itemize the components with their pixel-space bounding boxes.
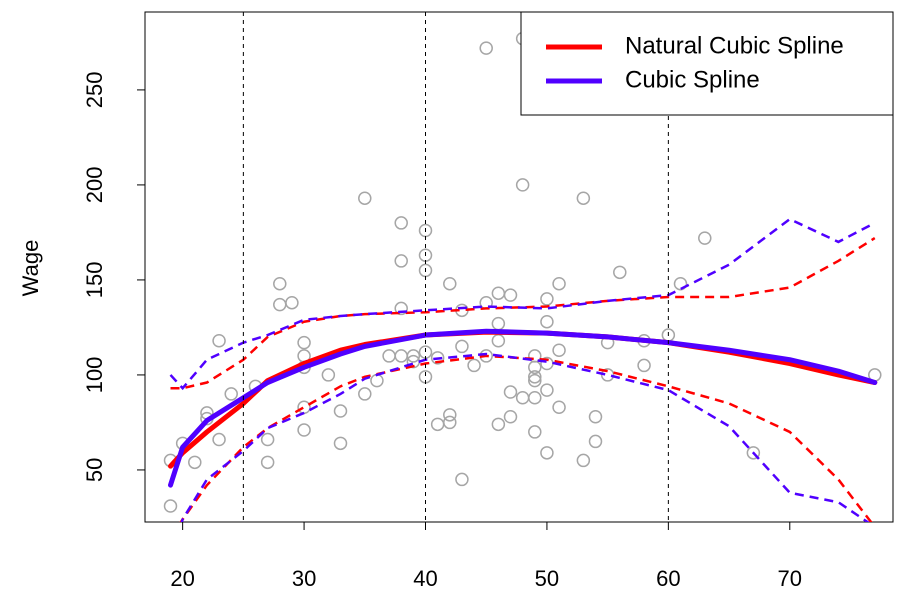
- data-point: [528, 425, 542, 439]
- y-tick-label: 250: [82, 72, 107, 109]
- data-point: [370, 373, 384, 388]
- data-point: [430, 351, 445, 365]
- data-point: [746, 446, 761, 460]
- data-point: [297, 423, 311, 437]
- data-point: [358, 387, 372, 401]
- data-point: [430, 417, 445, 432]
- data-point: [333, 436, 348, 451]
- data-point: [588, 434, 603, 449]
- data-point: [260, 432, 275, 447]
- y-tick-label: 200: [82, 167, 107, 204]
- data-point: [540, 383, 554, 397]
- data-point: [285, 295, 299, 310]
- legend-label: Natural Cubic Spline: [625, 32, 844, 59]
- data-point: [503, 385, 518, 399]
- legend-box: [520, 11, 894, 116]
- data-point: [540, 314, 554, 329]
- data-point: [321, 368, 336, 382]
- data-point: [515, 390, 530, 405]
- data-point: [491, 286, 506, 300]
- y-axis-label: Wage: [18, 240, 43, 297]
- upper-band: [169, 217, 876, 391]
- data-point: [406, 349, 421, 363]
- data-point: [224, 387, 238, 401]
- data-point: [552, 343, 566, 357]
- y-tick-label: 100: [82, 357, 107, 394]
- x-tick-label: 70: [778, 566, 802, 591]
- data-point: [503, 409, 518, 424]
- data-point: [600, 368, 615, 382]
- data-point: [588, 409, 603, 424]
- data-point: [613, 265, 627, 280]
- data-point: [443, 276, 457, 291]
- data-point: [467, 358, 481, 373]
- data-point: [188, 455, 202, 470]
- data-point: [455, 472, 469, 487]
- data-point: [698, 231, 712, 245]
- data-point: [260, 455, 275, 470]
- data-point: [394, 301, 408, 316]
- x-tick-label: 50: [535, 566, 559, 591]
- legend-label: Cubic Spline: [625, 66, 760, 93]
- spline-line: [168, 328, 878, 488]
- data-point: [273, 276, 287, 291]
- data-point: [673, 276, 688, 291]
- data-point: [491, 417, 506, 432]
- spline-line: [168, 329, 878, 469]
- lower-band: [179, 354, 873, 522]
- data-point: [297, 400, 311, 414]
- data-point: [576, 453, 591, 468]
- data-point: [528, 373, 542, 388]
- data-point: [479, 41, 493, 55]
- data-point: [455, 339, 469, 354]
- data-point: [394, 216, 408, 230]
- data-point: [528, 390, 542, 405]
- data-point: [552, 276, 566, 291]
- data-point: [503, 288, 518, 302]
- data-point: [491, 316, 506, 331]
- x-tick-label: 40: [413, 566, 437, 591]
- data-point: [273, 297, 287, 312]
- lower-band: [180, 352, 870, 522]
- data-point: [382, 349, 396, 363]
- data-point: [394, 349, 408, 363]
- data-point: [528, 360, 542, 375]
- data-point: [212, 333, 226, 348]
- data-point: [443, 415, 457, 430]
- data-point: [443, 408, 457, 422]
- plot-frame: [144, 11, 894, 523]
- data-point: [540, 446, 554, 460]
- data-point: [491, 333, 506, 348]
- y-tick-label: 150: [82, 262, 107, 299]
- y-tick-label: 50: [82, 458, 107, 482]
- plot-area: [163, 22, 882, 522]
- data-point: [576, 191, 591, 205]
- data-point: [297, 335, 311, 350]
- data-point: [552, 400, 566, 414]
- upper-band: [170, 237, 876, 390]
- data-point: [163, 499, 178, 513]
- data-point: [212, 432, 226, 447]
- data-point: [358, 191, 372, 205]
- x-tick-label: 60: [656, 566, 680, 591]
- data-point: [394, 254, 408, 268]
- x-tick-label: 20: [170, 566, 194, 591]
- data-point: [540, 292, 554, 306]
- data-point: [528, 370, 542, 384]
- data-point: [515, 178, 530, 192]
- data-point: [637, 358, 651, 373]
- x-tick-label: 30: [292, 566, 316, 591]
- data-point: [333, 404, 348, 418]
